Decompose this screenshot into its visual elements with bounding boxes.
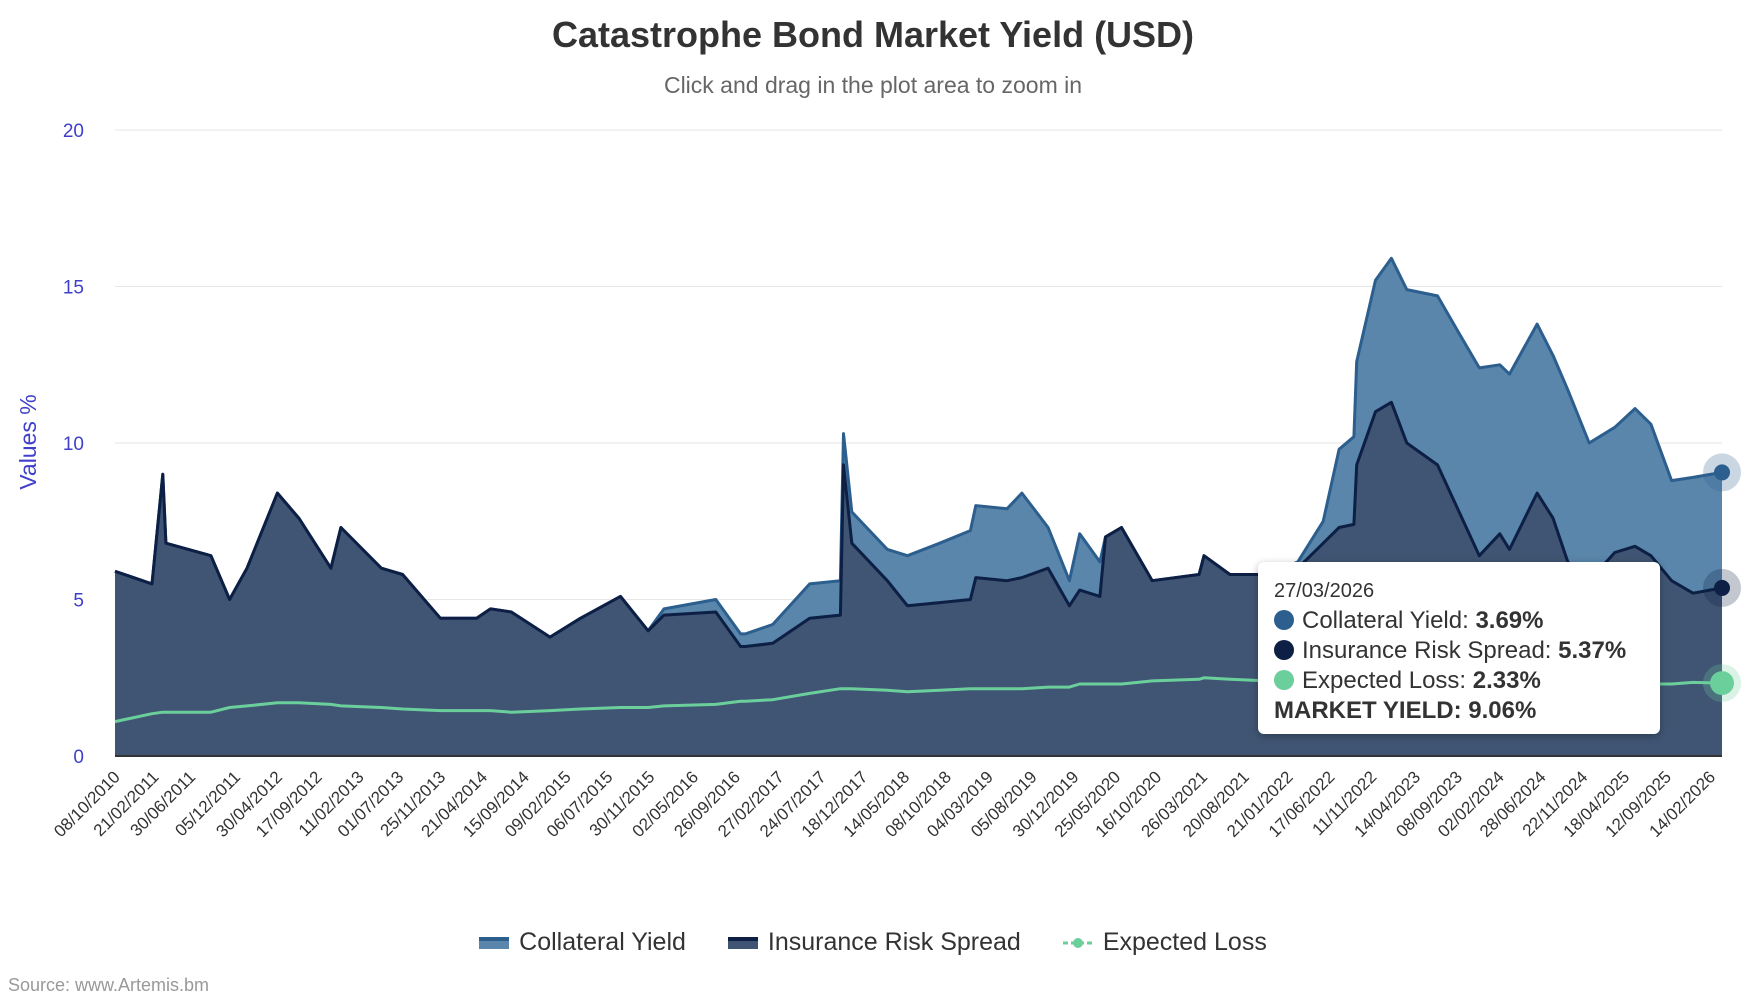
- tooltip-label: Expected Loss:: [1302, 667, 1473, 694]
- tooltip-row-collateral: Collateral Yield: 3.69%: [1274, 606, 1644, 636]
- legend-label: Expected Loss: [1102, 928, 1267, 956]
- tooltip-date: 27/03/2026: [1274, 580, 1375, 602]
- tooltip-row-expected-loss: Expected Loss: 2.33%: [1274, 666, 1644, 696]
- y-tick-label: 15: [63, 278, 84, 299]
- tooltip-total: MARKET YIELD: 9.06%: [1274, 697, 1537, 724]
- chart-subtitle: Click and drag in the plot area to zoom …: [663, 72, 1083, 98]
- tooltip-label: Collateral Yield:: [1302, 607, 1476, 634]
- y-tick-label: 10: [63, 434, 84, 455]
- tooltip-value: 2.33%: [1472, 667, 1541, 694]
- source-credit[interactable]: Source: www.Artemis.bm: [8, 975, 210, 995]
- insurance-risk-spread-line: [114, 400, 1723, 648]
- area-swatch-icon: [727, 936, 758, 949]
- legend-item-expected-loss[interactable]: Expected Loss: [1062, 928, 1267, 957]
- spread-dot-icon: [1274, 640, 1294, 660]
- tooltip-row-spread: Insurance Risk Spread: 5.37%: [1274, 636, 1644, 666]
- legend-item-insurance-risk-spread[interactable]: Insurance Risk Spread: [727, 928, 1021, 957]
- expected-loss-hover-marker: [1710, 671, 1734, 696]
- y-tick-label: 0: [73, 747, 84, 768]
- tooltip-label: Insurance Risk Spread:: [1302, 637, 1559, 664]
- expected-loss-dot-icon: [1274, 670, 1294, 690]
- line-marker-icon: [1062, 937, 1093, 948]
- y-axis-label: Values %: [15, 394, 41, 489]
- tooltip-value: 3.69%: [1475, 607, 1544, 634]
- tooltip-value: 5.37%: [1558, 637, 1627, 664]
- legend-label: Insurance Risk Spread: [767, 928, 1021, 956]
- area-swatch-icon: [479, 936, 510, 949]
- y-tick-label: 5: [73, 591, 84, 612]
- chart-title: Catastrophe Bond Market Yield (USD): [551, 14, 1195, 55]
- y-tick-label: 20: [63, 121, 84, 142]
- legend: Collateral Yield Insurance Risk Spread E…: [0, 928, 1746, 957]
- legend-label: Collateral Yield: [519, 928, 686, 956]
- collateral-yield-hover-marker: [1714, 464, 1730, 481]
- legend-item-collateral-yield[interactable]: Collateral Yield: [479, 928, 686, 957]
- insurance-risk-spread-hover-marker: [1714, 579, 1730, 596]
- collateral-dot-icon: [1274, 610, 1294, 630]
- tooltip: 27/03/2026 Collateral Yield: 3.69% Insur…: [1258, 562, 1660, 734]
